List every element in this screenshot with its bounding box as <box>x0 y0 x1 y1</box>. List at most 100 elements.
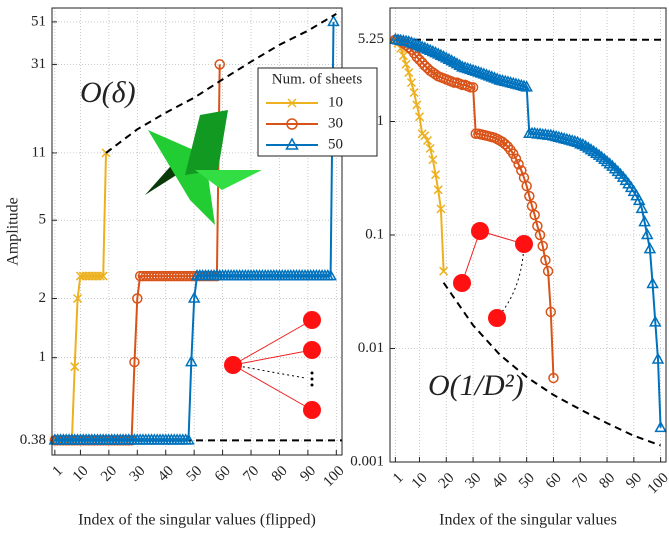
data-point <box>434 48 448 60</box>
decorations <box>145 110 533 419</box>
data-point <box>187 291 201 303</box>
legend-symbol <box>285 137 299 150</box>
y-tick-label: 2 <box>39 290 47 306</box>
sheet-icon <box>185 110 228 175</box>
data-point <box>456 60 469 72</box>
x-tick-label: 100 <box>320 463 347 490</box>
legend-symbol <box>286 118 298 130</box>
data-point <box>324 269 337 281</box>
data-point <box>537 240 548 252</box>
x-tick-label: 40 <box>489 470 511 492</box>
data-point <box>464 62 477 75</box>
y-tick-label: 0.1 <box>365 226 384 242</box>
data-point <box>421 42 434 54</box>
data-point <box>214 59 225 70</box>
data-point <box>540 254 551 266</box>
data-point <box>472 65 485 77</box>
x-tick-label: 50 <box>183 463 205 485</box>
data-point <box>606 159 619 171</box>
data-point <box>643 242 657 254</box>
data-point <box>431 170 441 180</box>
x-tick-label: 90 <box>623 470 645 492</box>
annotation: O(δ) <box>80 76 136 109</box>
data-point <box>424 65 436 76</box>
legend-marker <box>285 137 299 150</box>
data-point <box>467 82 479 93</box>
data-point <box>431 47 445 59</box>
x-tick-label: 90 <box>297 463 319 485</box>
y-tick-label: 1 <box>377 113 385 129</box>
data-point <box>545 306 557 318</box>
nodes-left <box>224 311 321 419</box>
data-point <box>510 153 522 164</box>
legend: Num. of sheets 10 30 50 <box>257 67 378 157</box>
data-point <box>425 143 435 153</box>
x-tick-label: 10 <box>70 463 92 485</box>
data-point <box>327 14 340 27</box>
y-tick-label: 0.38 <box>20 432 46 448</box>
asymptote-curve <box>442 282 661 447</box>
data-point <box>640 227 654 240</box>
data-point <box>649 315 662 327</box>
x-tick-label: 20 <box>98 463 120 485</box>
data-point <box>450 57 464 69</box>
x-tick-label: 30 <box>462 470 484 492</box>
data-point <box>638 215 651 227</box>
data-point <box>423 43 437 56</box>
x-axis-label: Index of the singular values (flipped) <box>78 512 316 529</box>
y-tick-label: 0.001 <box>350 453 384 469</box>
y-tick-label: 31 <box>31 56 46 72</box>
axes-frame <box>51 7 343 456</box>
data-point <box>587 144 600 157</box>
y-axis-label: Amplitude <box>5 197 22 265</box>
x-tick-label: 80 <box>596 470 618 492</box>
data-point <box>635 201 649 214</box>
annotation: O(1/D²) <box>428 369 524 402</box>
nodes-right <box>453 222 533 327</box>
dots <box>310 371 314 387</box>
data-point <box>445 54 458 66</box>
data-point <box>524 190 535 202</box>
data-point <box>436 204 446 214</box>
data-point <box>534 229 546 241</box>
data-point <box>474 66 488 78</box>
data-point <box>95 271 105 281</box>
y-tick-label: 5.25 <box>358 31 384 47</box>
data-point <box>458 61 472 73</box>
legend-title: Num. of sheets <box>272 71 363 87</box>
data-point <box>571 135 584 147</box>
data-point <box>513 159 524 170</box>
legend-box <box>257 67 378 157</box>
data-point <box>568 134 582 147</box>
y-tick-label: 51 <box>31 13 46 29</box>
x-tick-label: 10 <box>409 470 431 492</box>
data-point <box>516 165 527 176</box>
data-point <box>582 141 595 153</box>
data-point <box>654 420 667 433</box>
data-point <box>529 209 540 221</box>
data-point <box>488 71 501 83</box>
data-point <box>98 271 108 281</box>
data-point <box>448 55 461 67</box>
data-point <box>584 143 598 155</box>
x-tick-label: 40 <box>155 463 177 485</box>
axes-frame <box>389 7 667 463</box>
data-point <box>600 154 614 167</box>
data-point <box>70 362 80 372</box>
data-point <box>412 100 422 110</box>
data-point <box>404 68 414 78</box>
data-point <box>439 266 449 276</box>
data-point <box>521 180 532 192</box>
data-point <box>651 352 665 364</box>
data-point <box>401 59 411 69</box>
data-point <box>576 138 590 150</box>
x-tick-label: 20 <box>436 470 458 492</box>
x-axis-label: Index of the singular values <box>439 512 617 529</box>
data-point <box>646 276 659 289</box>
x-tick-label: 1 <box>390 470 407 487</box>
x-tick-label: 70 <box>570 470 592 492</box>
data-point <box>410 38 424 50</box>
data-point <box>416 57 428 68</box>
